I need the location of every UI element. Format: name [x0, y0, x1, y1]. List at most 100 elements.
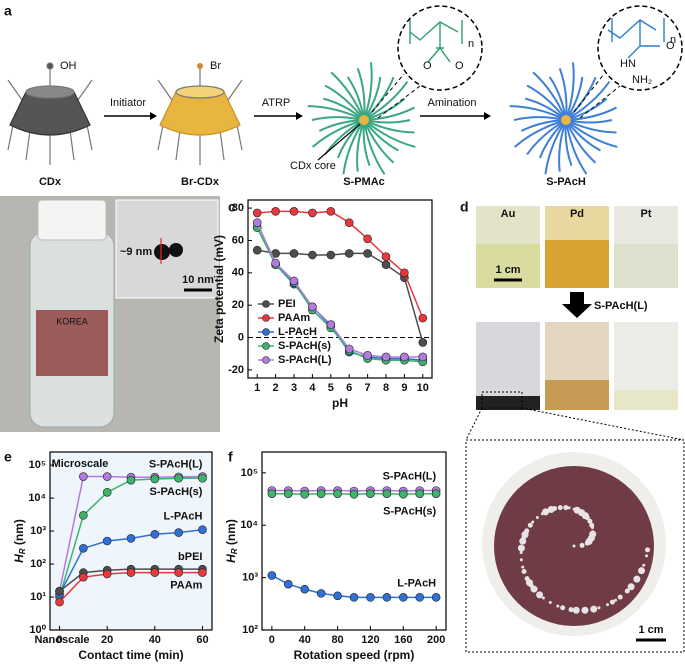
data-point	[289, 276, 299, 286]
step: Initiator	[110, 97, 146, 109]
speck	[521, 565, 525, 569]
series-label: L-PAcH	[397, 577, 436, 589]
y-tick-label: 80	[232, 202, 244, 214]
series-label: bPEI	[178, 551, 202, 563]
y-axis-label-sub: R	[230, 548, 239, 554]
x-tick-label: 0	[56, 634, 62, 646]
legend-label: S-PAcH(s)	[278, 340, 331, 352]
speck	[642, 563, 646, 567]
speck	[548, 601, 552, 605]
y-tick-label: 10⁴	[240, 519, 258, 531]
panel-label: a	[4, 3, 12, 19]
speck	[633, 575, 641, 583]
compound-name: S-PMAc	[343, 176, 385, 188]
y-axis-label: Zeta potential (mV)	[212, 235, 226, 343]
data-point	[283, 579, 293, 589]
arm	[363, 62, 373, 121]
speck	[609, 599, 615, 605]
series-label: S-PAcH(L)	[149, 458, 203, 470]
data-point	[174, 528, 183, 537]
series-label: S-PAcH(L)	[383, 470, 437, 482]
x-tick-label: 0	[269, 634, 275, 646]
scale-label: 10 nm	[182, 274, 214, 286]
data-point	[418, 352, 428, 362]
cdx	[7, 62, 93, 165]
x-axis-label: Rotation speed (rpm)	[294, 648, 415, 662]
brand: KOREA	[56, 316, 88, 326]
data-point	[174, 473, 183, 483]
data-point	[271, 207, 280, 216]
arm	[307, 105, 365, 121]
x-tick-label: 1	[254, 382, 260, 394]
data-point	[366, 593, 375, 602]
speck	[517, 544, 525, 552]
x-tick-label: 8	[383, 382, 389, 394]
data-point	[363, 351, 372, 360]
y-tick-label: 10⁵	[241, 467, 258, 479]
legend-marker	[262, 328, 270, 336]
speck	[568, 607, 574, 613]
x-tick-label: 60	[196, 634, 208, 646]
speck	[614, 598, 618, 602]
arm	[363, 80, 409, 121]
data-point	[267, 489, 277, 498]
data-point	[300, 584, 310, 594]
panel-label: e	[4, 449, 12, 465]
series-label: PAAm	[170, 580, 202, 592]
speck	[540, 512, 544, 516]
x-tick-label: 5	[328, 382, 334, 394]
arm	[565, 119, 588, 175]
data-point	[289, 207, 299, 216]
pointer	[317, 123, 361, 161]
legend-label: S-PAcH(L)	[278, 354, 332, 366]
speck	[519, 550, 523, 554]
data-point	[381, 352, 391, 362]
speck	[521, 569, 527, 575]
x-tick-label: 9	[401, 382, 407, 394]
zoom-circle	[597, 5, 683, 91]
data-point	[102, 472, 112, 481]
data-point	[344, 344, 354, 354]
speck	[535, 516, 539, 520]
data-point	[150, 474, 160, 484]
speck	[587, 518, 593, 524]
legend-label: L-PAcH	[278, 326, 317, 338]
x-tick-label: 10	[417, 382, 429, 394]
data-point	[333, 591, 342, 601]
core	[561, 115, 571, 125]
arm	[342, 119, 365, 175]
speck	[624, 588, 630, 594]
zoom-line	[377, 85, 421, 119]
data-point	[349, 593, 359, 602]
legend-label: PAAm	[278, 312, 310, 324]
zoom-line	[573, 73, 605, 113]
data-point	[363, 249, 372, 258]
metal: Pd	[570, 208, 584, 220]
step: Amination	[428, 97, 477, 109]
data-point	[308, 302, 317, 312]
speck	[606, 603, 610, 607]
x-tick-label: 120	[361, 634, 379, 646]
y-tick-label: 10¹	[30, 591, 46, 603]
y-tick-label: 0	[238, 331, 244, 343]
reagent: S-PAcH(L)	[594, 300, 648, 312]
speck	[579, 542, 585, 548]
data-point	[150, 568, 160, 577]
arm	[330, 71, 365, 121]
data-point	[150, 529, 160, 539]
speck	[589, 522, 595, 528]
y-tick-label: 10³	[30, 525, 46, 537]
data-point	[382, 489, 392, 498]
data-point	[398, 593, 408, 602]
x-tick-label: 20	[101, 634, 113, 646]
speck	[645, 547, 651, 553]
arrow	[150, 112, 157, 120]
panel-label: c	[228, 199, 236, 215]
data-point	[55, 586, 64, 596]
speck	[581, 606, 589, 614]
data-point	[344, 249, 354, 258]
speck	[525, 579, 533, 587]
data-point	[308, 250, 317, 260]
annotation: Nanoscale	[34, 634, 89, 646]
